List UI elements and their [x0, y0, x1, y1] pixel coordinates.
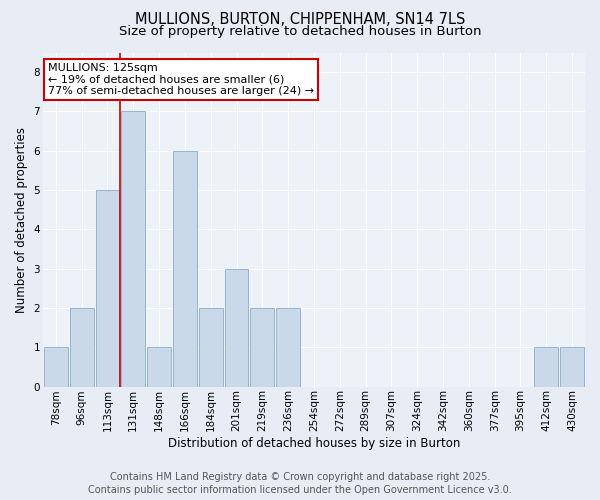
Text: Size of property relative to detached houses in Burton: Size of property relative to detached ho… — [119, 25, 481, 38]
Bar — [276, 308, 300, 386]
Bar — [44, 347, 68, 387]
Bar — [199, 308, 223, 386]
Text: MULLIONS, BURTON, CHIPPENHAM, SN14 7LS: MULLIONS, BURTON, CHIPPENHAM, SN14 7LS — [135, 12, 465, 28]
X-axis label: Distribution of detached houses by size in Burton: Distribution of detached houses by size … — [168, 437, 460, 450]
Text: Contains HM Land Registry data © Crown copyright and database right 2025.
Contai: Contains HM Land Registry data © Crown c… — [88, 472, 512, 495]
Y-axis label: Number of detached properties: Number of detached properties — [15, 126, 28, 312]
Bar — [224, 268, 248, 386]
Bar — [535, 347, 558, 387]
Bar — [173, 150, 197, 386]
Bar — [121, 112, 145, 386]
Text: MULLIONS: 125sqm
← 19% of detached houses are smaller (6)
77% of semi-detached h: MULLIONS: 125sqm ← 19% of detached house… — [49, 62, 314, 96]
Bar — [560, 347, 584, 387]
Bar — [147, 347, 171, 387]
Bar — [95, 190, 119, 386]
Bar — [250, 308, 274, 386]
Bar — [70, 308, 94, 386]
